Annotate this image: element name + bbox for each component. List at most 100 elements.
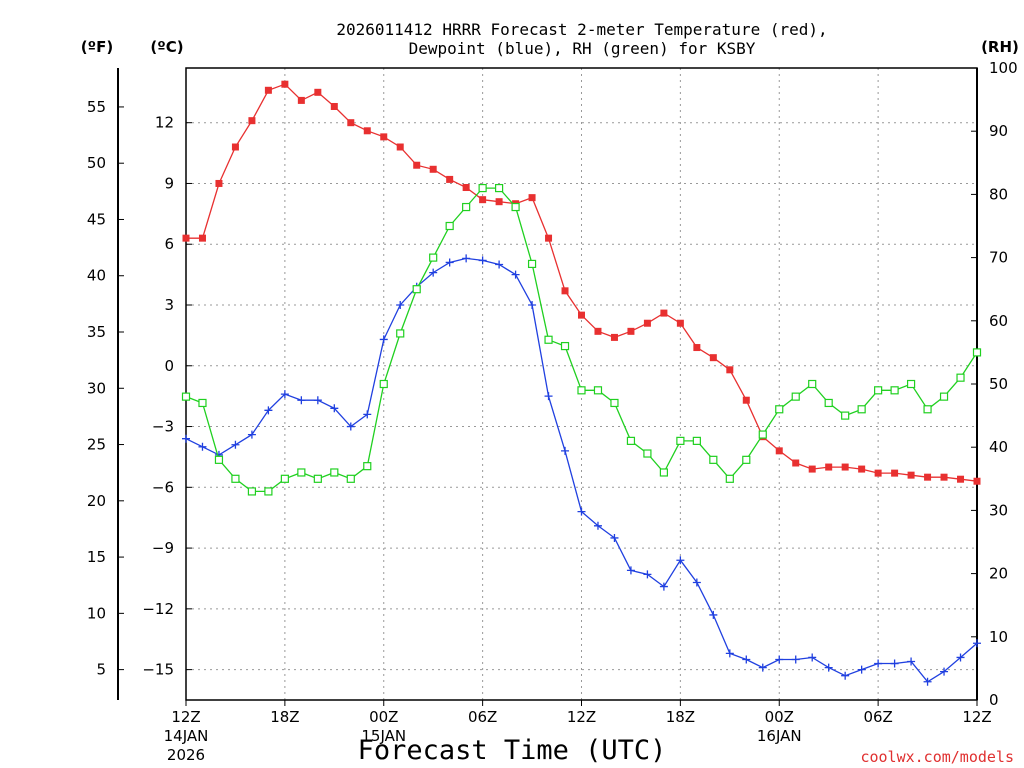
x-date-label: 14JAN bbox=[164, 727, 209, 745]
dewpoint-point bbox=[791, 655, 800, 664]
temperature-point bbox=[891, 469, 899, 477]
temperature-point bbox=[957, 475, 965, 483]
dewpoint-point bbox=[676, 556, 685, 565]
axes bbox=[117, 67, 978, 701]
fahrenheit-tick-label: 35 bbox=[87, 323, 106, 341]
dewpoint-point bbox=[758, 663, 767, 672]
rh-point bbox=[527, 259, 537, 269]
rh-point bbox=[890, 386, 899, 395]
dewpoint-point bbox=[264, 406, 273, 415]
celsius-tick-label: 0 bbox=[164, 357, 174, 375]
temperature-point bbox=[858, 465, 866, 473]
dewpoint-point bbox=[313, 396, 322, 405]
rh-point bbox=[593, 386, 603, 395]
temperature-line bbox=[186, 83, 978, 482]
dewpoint-point bbox=[577, 507, 586, 516]
dewpoint-point bbox=[462, 254, 471, 263]
rh-unit-label: (RH) bbox=[981, 38, 1019, 56]
dewpoint-point bbox=[379, 335, 388, 344]
rh-point bbox=[626, 436, 636, 445]
temperature-point bbox=[973, 477, 981, 485]
rh-point bbox=[874, 386, 883, 395]
dewpoint-point bbox=[346, 422, 355, 431]
rh-point bbox=[676, 436, 685, 445]
rh-point bbox=[231, 474, 240, 483]
x-axis-title: Forecast Time (UTC) bbox=[358, 735, 667, 766]
dewpoint-point bbox=[940, 667, 949, 676]
rh-tick-label: 10 bbox=[989, 628, 1008, 646]
dewpoint-point bbox=[182, 434, 190, 443]
temperature-point bbox=[264, 86, 272, 94]
rh-point bbox=[725, 474, 734, 483]
celsius-tick-label: −3 bbox=[152, 418, 174, 436]
dewpoint-point bbox=[445, 258, 454, 267]
temperature-point bbox=[676, 319, 684, 327]
temperature-point bbox=[198, 234, 206, 242]
rh-point bbox=[198, 398, 207, 408]
rh-point bbox=[923, 405, 932, 414]
fahrenheit-tick-label: 15 bbox=[87, 548, 106, 566]
rh-point bbox=[775, 405, 784, 414]
gridlines bbox=[186, 68, 977, 700]
temperature-point bbox=[874, 469, 882, 477]
rh-point bbox=[841, 411, 850, 420]
rh-point bbox=[429, 253, 438, 262]
temperature-point bbox=[561, 287, 569, 295]
dewpoint-point bbox=[544, 392, 553, 401]
rh-point bbox=[313, 474, 322, 483]
rh-tick-label: 30 bbox=[989, 501, 1008, 519]
rh-point bbox=[445, 221, 454, 231]
temperature-point bbox=[215, 179, 223, 187]
dewpoint-point bbox=[973, 639, 981, 648]
temperature-point bbox=[693, 344, 701, 352]
rh-point bbox=[412, 285, 421, 294]
rh-tick-label: 0 bbox=[989, 691, 999, 709]
x-date-label: 16JAN bbox=[757, 727, 802, 745]
celsius-unit-label: (ºC) bbox=[150, 38, 183, 56]
temperature-point bbox=[248, 117, 256, 125]
rh-point bbox=[181, 392, 191, 401]
temperature-point bbox=[709, 354, 717, 362]
x-year-label: 2026 bbox=[167, 746, 205, 764]
temperature-point bbox=[808, 465, 816, 473]
x-tick-label: 12Z bbox=[171, 708, 200, 726]
temperature-point bbox=[594, 327, 602, 335]
rh-tick-label: 20 bbox=[989, 565, 1008, 583]
temperature-point bbox=[446, 175, 454, 183]
celsius-tick-label: 12 bbox=[155, 114, 174, 132]
temperature-point bbox=[610, 333, 618, 341]
rh-point bbox=[363, 462, 372, 471]
fahrenheit-tick-label: 45 bbox=[87, 210, 106, 228]
dewpoint-point bbox=[692, 578, 701, 587]
dewpoint-point bbox=[857, 665, 866, 674]
rh-point bbox=[280, 474, 289, 483]
temperature-point bbox=[347, 119, 355, 127]
x-tick-label: 00Z bbox=[765, 708, 794, 726]
rh-point bbox=[643, 449, 652, 458]
rh-point bbox=[379, 379, 388, 389]
rh-point bbox=[742, 455, 751, 464]
dewpoint-point bbox=[330, 404, 339, 413]
temperature-point bbox=[792, 459, 800, 467]
x-tick-label: 12Z bbox=[567, 708, 596, 726]
dewpoint-point bbox=[528, 301, 537, 309]
axis-ticks: 129630−3−6−9−12−155550454035302520151051… bbox=[87, 59, 1018, 764]
dewpoint-point bbox=[363, 410, 372, 419]
dewpoint-point bbox=[659, 582, 668, 591]
dewpoint-point bbox=[561, 446, 570, 455]
series-layer bbox=[181, 80, 982, 686]
rh-point bbox=[247, 487, 257, 496]
temperature-point bbox=[627, 327, 635, 335]
rh-tick-label: 80 bbox=[989, 185, 1008, 203]
rh-point bbox=[791, 392, 800, 401]
rh-point bbox=[462, 202, 471, 212]
dewpoint-point bbox=[643, 570, 652, 579]
temperature-point bbox=[429, 165, 437, 173]
rh-point bbox=[709, 455, 718, 464]
temperature-point bbox=[462, 184, 470, 192]
rh-tick-label: 60 bbox=[989, 312, 1008, 330]
rh-point bbox=[956, 373, 965, 382]
x-tick-label: 12Z bbox=[962, 708, 991, 726]
dewpoint-point bbox=[923, 677, 932, 686]
